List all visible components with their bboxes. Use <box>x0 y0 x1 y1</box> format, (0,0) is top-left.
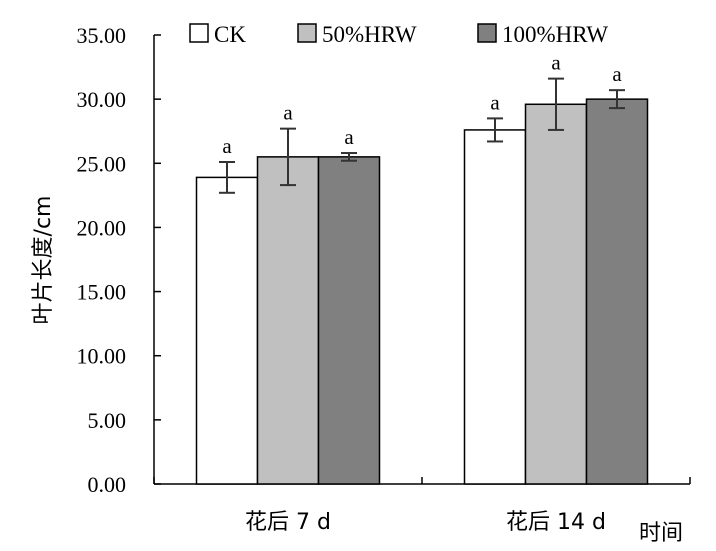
y-tick-label: 10.00 <box>77 344 127 369</box>
significance-label: a <box>551 51 561 75</box>
bar <box>195 176 259 485</box>
bar <box>585 98 649 485</box>
legend-label: 100%HRW <box>502 22 608 47</box>
legend-swatch <box>189 23 209 43</box>
x-tick-label: 花后 7 d <box>245 510 331 535</box>
x-tick-label: 花后 14 d <box>506 510 606 535</box>
significance-label: a <box>283 101 293 125</box>
y-tick-label: 5.00 <box>88 408 127 433</box>
y-tick-label: 15.00 <box>77 280 127 305</box>
bar <box>317 156 381 485</box>
significance-label: a <box>222 134 232 158</box>
significance-label: a <box>612 62 622 86</box>
legend-label: 50%HRW <box>322 22 417 47</box>
y-axis: 0.00 5.00 10.00 15.00 20.00 25.00 30.00 35.00 <box>77 23 161 497</box>
legend-label: CK <box>214 22 246 47</box>
significance-label: a <box>344 125 354 149</box>
y-tick-label: 35.00 <box>77 23 127 48</box>
y-tick-label: 0.00 <box>88 472 127 497</box>
y-tick-label: 30.00 <box>77 87 127 112</box>
bar <box>256 156 320 485</box>
y-tick-label: 20.00 <box>77 215 127 240</box>
x-axis-title: 时间 <box>639 521 683 546</box>
y-axis-title: 叶片长度/cm <box>31 196 56 325</box>
x-axis: 花后 7 d 花后 14 d <box>153 477 691 535</box>
legend-swatch <box>477 23 497 43</box>
significance-label: a <box>490 90 500 114</box>
bars: a a a a a a <box>195 51 649 485</box>
legend-swatch <box>297 23 317 43</box>
bar <box>463 129 527 485</box>
bar <box>524 103 588 485</box>
y-tick-label: 25.00 <box>77 151 127 176</box>
legend: CK 50%HRW 100%HRW <box>189 22 608 47</box>
